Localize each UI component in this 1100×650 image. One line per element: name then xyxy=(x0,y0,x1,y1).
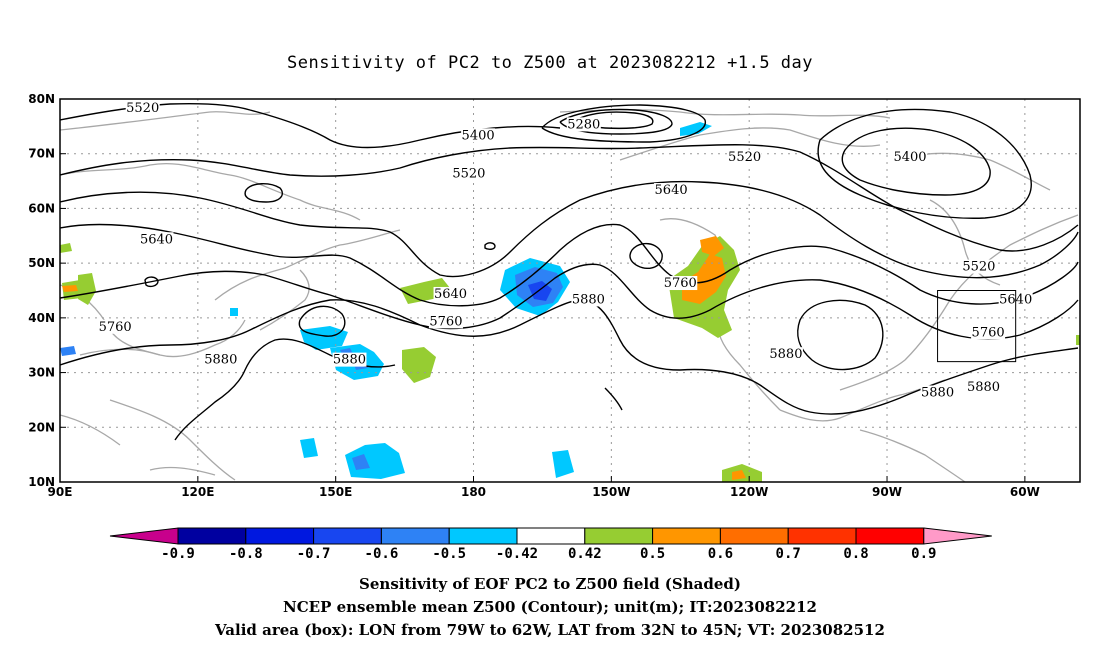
lon-tick-label: 120E xyxy=(181,485,214,499)
contour-label-bg xyxy=(332,352,367,367)
contour-label-bg xyxy=(654,183,689,198)
contour-label-bg xyxy=(428,314,463,329)
lon-tick-label: 120W xyxy=(730,485,768,499)
lat-tick-label: 30N xyxy=(28,366,55,380)
contour-label-bg xyxy=(768,347,803,362)
contour-label-bg xyxy=(461,128,496,143)
lon-tick-label: 90E xyxy=(48,485,73,499)
lon-tick-label: 60W xyxy=(1010,485,1040,499)
contour-label: 5760 xyxy=(99,320,132,335)
contour-label-bg xyxy=(139,232,174,247)
colorbar-label: 0.5 xyxy=(640,546,665,562)
colorbar-segment xyxy=(855,527,925,545)
contour-label: 5760 xyxy=(429,314,462,329)
contour-label: 5880 xyxy=(572,292,605,307)
contour-label-bg xyxy=(566,117,601,132)
caption-line-1: Sensitivity of EOF PC2 to Z500 field (Sh… xyxy=(359,575,741,593)
latitude-axis: 10N 20N 30N 40N 50N 60N 70N 80N xyxy=(28,92,66,489)
contour-label: 5880 xyxy=(204,353,237,368)
colorbar-label: -0.6 xyxy=(365,546,399,562)
colorbar-label: -0.9 xyxy=(161,546,195,562)
caption-line-3: Valid area (box): LON from 79W to 62W, L… xyxy=(214,621,885,639)
contour-label-bg xyxy=(433,286,468,301)
lat-tick-label: 10N xyxy=(28,475,55,489)
contour-label: 5760 xyxy=(972,325,1005,340)
sensitivity-shading xyxy=(60,122,1080,482)
map-title: Sensitivity of PC2 to Z500 at 2023082212… xyxy=(287,53,813,73)
contour-label: 5880 xyxy=(769,347,802,362)
colorbar-segment xyxy=(516,527,586,545)
lon-tick-label: 90W xyxy=(872,485,902,499)
colorbar-segment xyxy=(313,527,382,545)
contour-label-bg xyxy=(125,100,160,115)
colorbar-label: -0.42 xyxy=(496,546,538,562)
colorbar-segment xyxy=(719,527,789,545)
lat-tick-label: 40N xyxy=(28,311,55,325)
colorbar: -0.9 -0.8 -0.7 -0.6 -0.5 -0.42 0.42 0.5 0.6 0.7 0.… xyxy=(109,527,992,562)
contour-label: 5880 xyxy=(967,380,1000,395)
map-frame xyxy=(59,98,1081,483)
colorbar-segment xyxy=(584,527,654,545)
colorbar-label: 0.7 xyxy=(776,546,801,562)
lat-tick-label: 80N xyxy=(28,92,55,106)
contour-label: 5880 xyxy=(921,385,954,400)
colorbar-right-arrow xyxy=(923,527,992,545)
contour-label-bg xyxy=(971,325,1006,340)
contour-label-bg xyxy=(966,379,1001,394)
contour-label: 5280 xyxy=(567,117,600,132)
valid-area-box xyxy=(937,290,1017,363)
colorbar-label: 0.6 xyxy=(708,546,733,562)
contour-label: 5400 xyxy=(893,150,926,165)
colorbar-segment xyxy=(448,527,518,545)
colorbar-segment xyxy=(245,527,315,545)
colorbar-segment xyxy=(177,527,247,545)
longitude-axis: 90E 120E 150E 180 150W 120W 90W 60W xyxy=(48,476,1040,499)
contour-label: 5640 xyxy=(434,287,467,302)
lat-tick-label: 20N xyxy=(28,420,55,434)
contour-label-bg xyxy=(920,385,955,400)
contour-label: 5640 xyxy=(655,183,688,198)
lat-tick-label: 50N xyxy=(28,256,55,270)
colorbar-label: -0.7 xyxy=(297,546,331,562)
lon-tick-label: 150W xyxy=(592,485,630,499)
contour-label-bg xyxy=(893,150,927,165)
contour-label: 5880 xyxy=(333,353,366,368)
colorbar-left-arrow xyxy=(109,527,179,545)
colorbar-label: -0.8 xyxy=(229,546,263,562)
contour-label: 5400 xyxy=(462,128,495,143)
z500-contours xyxy=(60,102,1079,441)
contour-label: 5640 xyxy=(140,232,173,247)
lat-tick-label: 60N xyxy=(28,201,55,215)
colorbar-label: -0.5 xyxy=(432,546,466,562)
colorbar-label: 0.42 xyxy=(568,546,602,562)
contour-label-bg xyxy=(663,276,698,291)
colorbar-label: 0.9 xyxy=(911,546,936,562)
contour-label-bg xyxy=(203,352,238,367)
colorbar-segment xyxy=(787,527,857,545)
colorbar-label: 0.8 xyxy=(843,546,868,562)
contour-label-bg xyxy=(727,150,762,165)
lon-tick-label: 150E xyxy=(319,485,352,499)
lat-tick-label: 70N xyxy=(28,147,55,161)
contour-label-bg xyxy=(571,292,606,307)
map-area: 5520 5400 5280 5520 5640 5520 5400 5640 5520 5640… xyxy=(60,99,1080,482)
contour-label: 5520 xyxy=(962,260,995,275)
caption-line-2: NCEP ensemble mean Z500 (Contour); unit(… xyxy=(283,598,817,616)
colorbar-segment xyxy=(380,527,450,545)
contour-label: 5520 xyxy=(728,150,761,165)
contour-label-bg xyxy=(451,166,486,181)
contour-label: 5520 xyxy=(452,167,485,182)
contour-label: 5760 xyxy=(664,276,697,291)
contour-label: 5520 xyxy=(126,101,159,116)
contour-labels: 5520 5400 5280 5520 5640 5520 5400 5640 5520 5640… xyxy=(98,100,1033,400)
contour-label-bg xyxy=(961,259,996,274)
colorbar-segment xyxy=(652,527,721,545)
lon-tick-label: 180 xyxy=(461,485,486,499)
contour-label-bg xyxy=(98,319,133,334)
